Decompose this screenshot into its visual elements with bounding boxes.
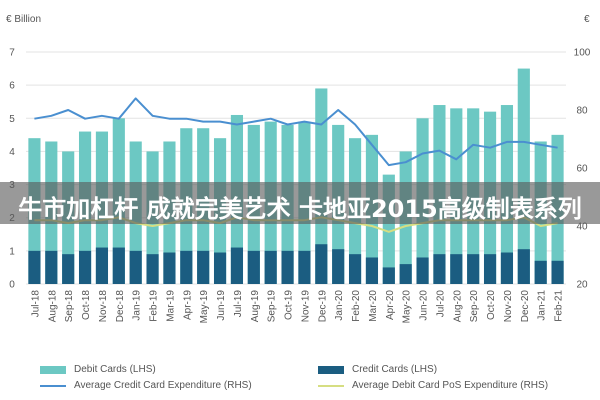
- x-tick-label: Feb-19: [149, 290, 160, 322]
- x-tick-label: Aug-18: [47, 290, 58, 323]
- legend-label-credit: Credit Cards (LHS): [352, 364, 438, 375]
- legend-item-avg-debit: Average Debit Card PoS Expenditure (RHS): [318, 380, 548, 391]
- bar-credit: [197, 250, 210, 284]
- x-tick-label: Jun-19: [216, 290, 227, 321]
- x-tick-label: Aug-19: [250, 290, 261, 323]
- legend: Debit Cards (LHS) Credit Cards (LHS) Ave…: [0, 356, 600, 400]
- legend-swatch-avg-debit: [318, 384, 344, 387]
- bar-credit: [450, 254, 463, 284]
- x-tick-label: Nov-18: [98, 290, 109, 323]
- right-tick-label: 100: [574, 48, 591, 59]
- x-tick-label: Oct-20: [486, 290, 497, 320]
- left-tick-label: 5: [9, 114, 15, 125]
- bar-credit: [62, 254, 75, 284]
- x-tick-label: Oct-18: [81, 290, 92, 320]
- bar-credit: [467, 254, 480, 284]
- legend-swatch-credit: [318, 365, 344, 374]
- bar-credit: [146, 254, 159, 284]
- left-tick-label: 6: [9, 81, 15, 92]
- bar-credit: [517, 249, 530, 284]
- bar-debit: [517, 68, 530, 284]
- x-tick-label: May-19: [199, 290, 210, 324]
- left-axis-unit: € Billion: [6, 14, 41, 25]
- x-tick-label: Aug-20: [452, 290, 463, 323]
- bar-credit: [129, 250, 142, 284]
- legend-label-debit: Debit Cards (LHS): [74, 364, 156, 375]
- x-tick-label: Mar-20: [368, 290, 379, 322]
- line-avg-credit: [34, 97, 558, 167]
- x-tick-label: Apr-20: [385, 290, 396, 320]
- caption-text: 牛市加杠杆 成就完美艺术 卡地亚2015高级制表系列: [18, 195, 582, 223]
- bar-credit: [416, 257, 429, 284]
- bar-credit: [298, 250, 311, 284]
- x-tick-label: Sep-19: [267, 290, 278, 323]
- x-tick-label: Feb-21: [554, 290, 565, 322]
- legend-label-avg-debit: Average Debit Card PoS Expenditure (RHS): [352, 380, 549, 391]
- x-tick-label: Feb-20: [351, 290, 362, 322]
- bar-credit: [365, 257, 379, 284]
- right-tick-label: 60: [576, 164, 588, 175]
- x-tick-label: Dec-19: [317, 290, 328, 323]
- x-tick-label: May-20: [402, 290, 413, 324]
- x-tick-label: Sep-18: [64, 290, 75, 323]
- bar-credit: [112, 247, 125, 284]
- x-tick-label: Mar-19: [165, 290, 176, 322]
- bar-credit: [433, 254, 446, 284]
- right-tick-label: 80: [576, 106, 588, 117]
- x-tick-label: Nov-20: [503, 290, 514, 323]
- bar-credit: [382, 267, 395, 284]
- x-tick-label: Jul-18: [30, 290, 41, 318]
- right-axis-unit: €: [584, 14, 590, 25]
- bar-credit: [281, 250, 294, 284]
- legend-item-debit: Debit Cards (LHS): [40, 364, 156, 375]
- bar-credit: [348, 254, 362, 284]
- bar-credit: [483, 254, 497, 284]
- legend-swatch-avg-credit: [40, 384, 66, 387]
- x-tick-label: Oct-19: [284, 290, 295, 320]
- x-tick-label: Dec-18: [115, 290, 126, 323]
- combo-chart: € Billion € 0123456720406080100Jul-18Aug…: [6, 14, 591, 324]
- bars-group: [28, 68, 564, 285]
- bar-credit: [78, 250, 92, 284]
- left-tick-label: 4: [9, 147, 15, 158]
- x-tick-label: Dec-20: [520, 290, 531, 323]
- bar-credit: [230, 247, 244, 284]
- legend-swatch-debit: [40, 365, 66, 374]
- bar-credit: [247, 250, 260, 284]
- x-tick-label: Jun-20: [419, 290, 430, 321]
- x-tick-label: Jul-20: [435, 290, 446, 318]
- ticks-group: 0123456720406080100Jul-18Aug-18Sep-18Oct…: [9, 48, 591, 324]
- bar-credit: [399, 264, 412, 284]
- left-tick-label: 1: [9, 246, 15, 257]
- legend-label-avg-credit: Average Credit Card Expenditure (RHS): [74, 380, 252, 391]
- bar-credit: [95, 247, 109, 284]
- left-tick-label: 0: [9, 280, 15, 291]
- bar-credit: [551, 260, 564, 284]
- caption-overlay: 牛市加杠杆 成就完美艺术 卡地亚2015高级制表系列: [0, 182, 600, 224]
- bar-credit: [264, 250, 277, 284]
- right-tick-label: 40: [576, 222, 588, 233]
- bar-credit: [28, 250, 41, 284]
- x-tick-label: Sep-20: [469, 290, 480, 323]
- x-tick-label: Apr-19: [182, 290, 193, 320]
- x-tick-label: Jan-21: [537, 290, 548, 321]
- right-tick-label: 20: [576, 280, 588, 291]
- bar-credit: [534, 260, 547, 284]
- x-tick-label: Jan-19: [132, 290, 143, 321]
- bar-credit: [315, 244, 328, 284]
- x-tick-label: Jan-20: [334, 290, 345, 321]
- legend-item-credit: Credit Cards (LHS): [318, 364, 437, 375]
- left-tick-label: 7: [9, 48, 15, 59]
- bar-credit: [180, 250, 193, 284]
- bar-credit: [332, 249, 345, 284]
- bar-credit: [163, 252, 176, 284]
- legend-item-avg-credit: Average Credit Card Expenditure (RHS): [40, 380, 252, 391]
- x-tick-label: Nov-19: [300, 290, 311, 323]
- x-tick-label: Jul-19: [233, 290, 244, 318]
- bar-credit: [500, 252, 514, 284]
- bar-credit: [213, 252, 227, 284]
- bar-credit: [45, 250, 58, 284]
